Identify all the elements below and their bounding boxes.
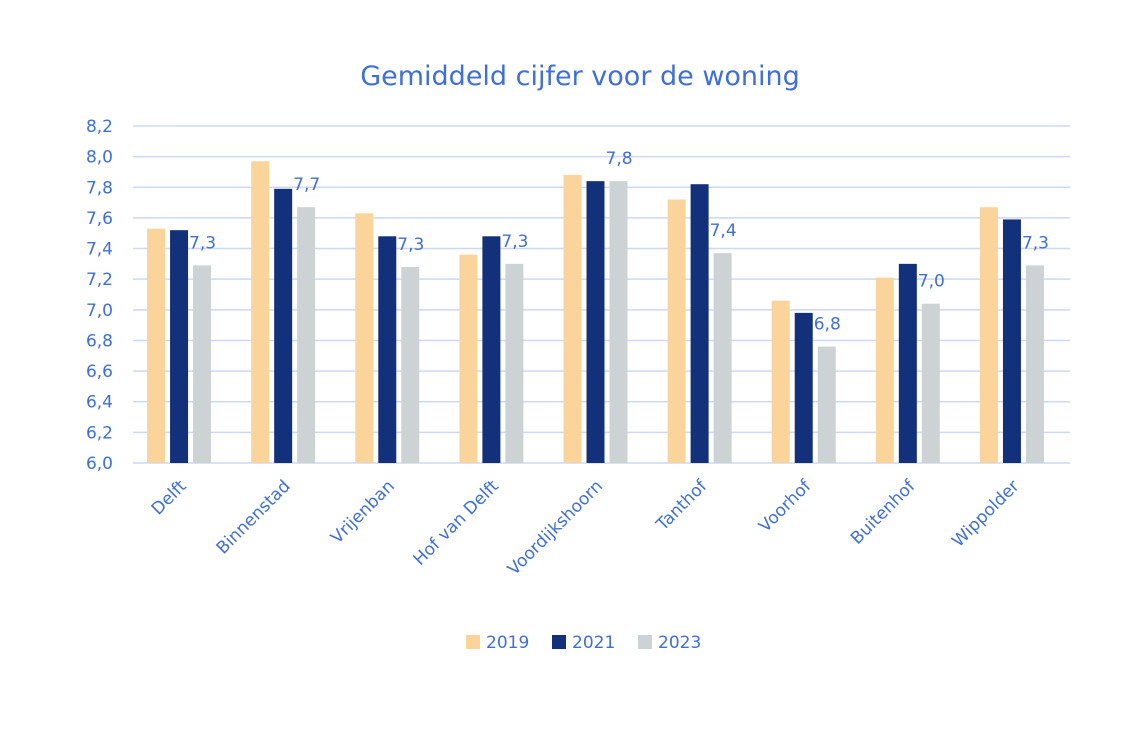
bar-2019-hof-van-delft [459,254,478,463]
bar-2023-buitenhof [921,303,940,463]
bar-2021-buitenhof [898,263,917,463]
bar-2019-buitenhof [875,277,894,463]
bar-2021-hof-van-delft [482,236,501,463]
category-label: Delft [148,476,191,519]
legend-label: 2019 [486,633,529,653]
y-tick-label: 7,8 [86,178,113,198]
data-label: 7,3 [397,235,424,255]
bar-2023-voordijkshoorn [609,181,628,464]
bar-2023-hof-van-delft [505,263,524,463]
legend-label: 2021 [572,633,615,653]
bar-2023-delft [193,265,212,463]
bar-2021-voordijkshoorn [586,181,605,464]
data-label: 7,8 [606,149,633,169]
data-label: 7,0 [918,272,945,292]
legend-swatch-2023 [638,635,652,649]
data-label: 7,4 [710,221,737,241]
bar-2021-tanthof [690,184,709,463]
bar-2019-tanthof [667,199,686,463]
bar-2019-voorhof [771,300,790,463]
bar-2019-vrijenban [355,213,374,463]
y-tick-label: 6,8 [86,331,113,351]
bar-2019-delft [147,228,166,463]
y-tick-label: 7,2 [86,270,113,290]
bars [147,161,1044,464]
y-tick-label: 6,2 [86,423,113,443]
category-label: Wippolder [948,476,1023,551]
y-tick-label: 6,6 [86,362,113,382]
category-label: Vrijenban [327,476,399,548]
bar-2019-voordijkshoorn [563,175,582,463]
chart-title: Gemiddeld cijfer voor de woning [360,61,800,92]
data-label: 7,3 [501,232,528,252]
data-label: 7,3 [189,233,216,253]
y-tick-label: 6,0 [86,454,113,474]
bar-2023-binnenstad [297,207,316,463]
bar-2021-vrijenban [378,236,397,463]
y-tick-label: 8,2 [86,117,113,137]
y-tick-label: 7,0 [86,301,113,321]
category-label: Binnenstad [213,476,295,558]
legend-label: 2023 [658,633,701,653]
legend-swatch-2019 [466,635,480,649]
category-label: Voorhof [755,476,816,537]
y-axis-ticks: 6,0 6,2 6,4 6,6 6,8 7,0 7,2 7,4 7,6 7,8 8,0 8,2 [86,117,113,474]
bar-2023-wippolder [1025,265,1044,463]
data-label: 7,7 [293,175,320,195]
category-label: Buitenhof [847,476,920,549]
bar-2019-binnenstad [251,161,270,463]
legend: 2019 2021 2023 [466,633,701,653]
bar-2023-vrijenban [401,266,420,463]
data-labels: 7,3 7,7 7,3 7,3 7,8 7,4 6,8 7,0 7,3 [189,149,1049,334]
y-tick-label: 8,0 [86,148,113,168]
bar-2021-binnenstad [274,188,293,463]
data-label: 6,8 [814,315,841,335]
legend-swatch-2021 [552,635,566,649]
bar-2021-wippolder [1002,219,1021,463]
bar-2023-voorhof [817,346,836,463]
category-label: Tanthof [652,476,712,536]
x-axis-categories: Delft Binnenstad Vrijenban Hof van Delft Voo… [148,476,1024,580]
category-label: Voordijkshoorn [504,476,607,579]
data-label: 7,3 [1022,233,1049,253]
bar-2023-tanthof [713,253,732,463]
bar-2021-delft [170,230,189,463]
y-tick-label: 7,4 [86,240,113,260]
y-tick-label: 6,4 [86,393,113,413]
bar-2019-wippolder [979,207,998,463]
bar-2021-voorhof [794,312,813,463]
y-tick-label: 7,6 [86,209,113,229]
category-label: Hof van Delft [410,476,503,569]
